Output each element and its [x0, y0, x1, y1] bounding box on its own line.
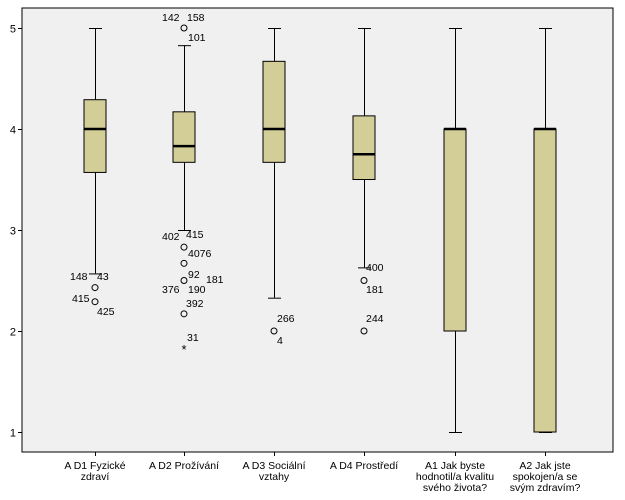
- outlier-label: 415: [72, 293, 90, 305]
- box-group: [443, 28, 467, 433]
- outlier-point: [270, 327, 278, 335]
- box: [262, 60, 286, 163]
- outlier-label: 158: [187, 12, 205, 24]
- x-category-label: A1 Jak byste hodnotil/a kvalitu svého živo…: [416, 460, 494, 494]
- outlier-point: [180, 243, 188, 251]
- extreme-point: *: [181, 342, 186, 357]
- outlier-point: [180, 310, 188, 318]
- outlier-label: 376: [162, 284, 180, 296]
- y-tick-label: 3: [10, 226, 16, 238]
- box: [83, 99, 107, 173]
- outlier-label: 400: [366, 262, 384, 274]
- outlier-label: 415: [186, 229, 204, 241]
- y-tick-label: 2: [10, 327, 16, 339]
- y-axis: 1 2 3 4 5: [10, 24, 22, 440]
- box: [533, 128, 557, 433]
- outlier-point: [91, 298, 99, 306]
- x-category-label: A D3 Sociální vztahy: [242, 460, 305, 483]
- x-category-label: A2 Jak jste spokojen/a se svým zdravím?: [510, 460, 581, 494]
- outlier-label: 142: [162, 12, 180, 24]
- outlier-label: 4076: [188, 248, 212, 260]
- outlier-label: 402: [162, 231, 180, 243]
- outlier-label: 92: [188, 269, 200, 281]
- box-group: [83, 28, 107, 306]
- outlier-point: [360, 327, 368, 335]
- box: [172, 111, 196, 163]
- outlier-point: [180, 277, 188, 284]
- y-tick-label: 1: [10, 428, 16, 440]
- outlier-label: 244: [366, 313, 384, 325]
- box-group: [352, 28, 376, 335]
- outlier-label: 181: [206, 274, 224, 286]
- plot-area: [21, 7, 614, 453]
- outlier-point: [180, 24, 188, 32]
- outlier-label: 4: [277, 335, 283, 347]
- x-axis: A D1 Fyzické zdraví A D2 Prožívání A D3 Soc…: [64, 452, 580, 494]
- y-tick-label: 4: [10, 125, 16, 137]
- x-category-label: A D4 Prostředí: [330, 460, 398, 472]
- y-tick-label: 5: [10, 24, 16, 36]
- outlier-label: 392: [186, 298, 204, 310]
- box-group: [262, 28, 286, 335]
- outlier-label: 148: [70, 271, 88, 283]
- box-series: * 148 43 415 425 142 158 101 402 415 4076 92 181 376 1…: [70, 12, 557, 433]
- x-category-label: A D1 Fyzické zdraví: [64, 460, 125, 483]
- outlier-label: 190: [188, 284, 206, 296]
- outlier-point: [180, 259, 188, 267]
- outlier-label: 101: [188, 32, 206, 44]
- box-group: [533, 28, 557, 433]
- box: [352, 115, 376, 181]
- x-category-label: A D2 Prožívání: [149, 460, 219, 472]
- outlier-label: 43: [97, 271, 109, 283]
- outlier-point: [360, 277, 368, 284]
- box-group: *: [172, 24, 196, 357]
- outlier-label: 266: [277, 313, 295, 325]
- outlier-label: 181: [366, 284, 384, 296]
- outlier-label: 425: [97, 306, 115, 318]
- box: [443, 128, 467, 332]
- outlier-label: 31: [187, 332, 199, 344]
- outlier-point: [91, 284, 99, 292]
